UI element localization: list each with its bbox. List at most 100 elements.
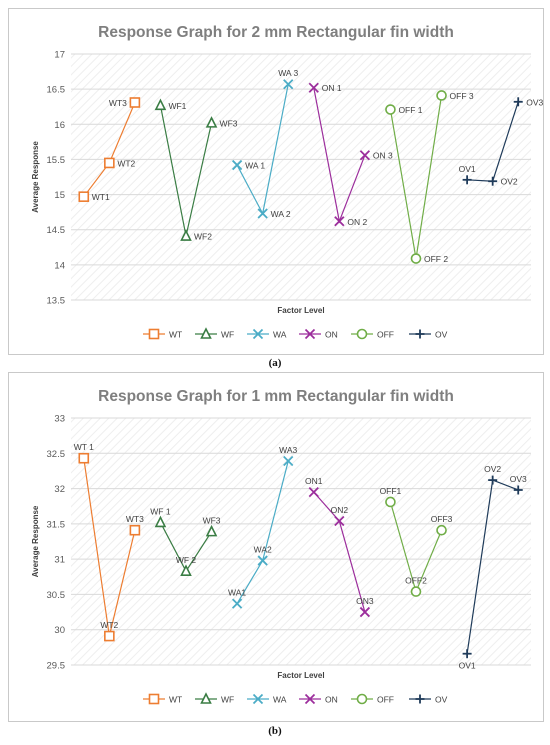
data-point (231, 598, 243, 609)
data-label: WA 1 (245, 161, 265, 171)
plot-area (71, 418, 531, 665)
legend: WT WF WA ON OFF OV (143, 327, 448, 340)
data-point (308, 486, 319, 498)
y-tick-label: 14 (54, 260, 65, 271)
legend-item-wt: WT (143, 693, 182, 705)
data-label: OFF2 (405, 576, 427, 586)
data-point (488, 475, 498, 485)
legend-marker (252, 328, 264, 340)
data-label: WT1 (92, 192, 110, 202)
data-label: OFF1 (380, 486, 402, 496)
legend-label: WT (169, 695, 182, 705)
series-wt: WT1 WT2 WT3 (78, 97, 141, 202)
legend-label: ON (325, 695, 338, 705)
data-point (513, 485, 523, 495)
data-label: WA 3 (278, 68, 298, 78)
data-point (257, 555, 268, 566)
chart-title: Response Graph for 1 mm Rectangular fin … (98, 388, 454, 405)
y-tick-label: 30 (54, 625, 65, 636)
chart-panel-b: Response Graph for 1 mm Rectangular fin … (8, 372, 544, 722)
data-label: WF3 (220, 118, 238, 128)
y-tick-label: 32.5 (47, 449, 66, 460)
data-label: WA2 (254, 545, 272, 555)
data-point (359, 150, 371, 161)
data-label: OV3 (510, 474, 527, 484)
data-label: OV2 (484, 464, 501, 474)
data-point (410, 586, 422, 597)
data-label: WA 2 (271, 209, 291, 219)
data-label: WT3 (126, 514, 144, 524)
data-point (78, 452, 90, 464)
data-label: OV1 (459, 661, 476, 671)
data-label: WF 2 (176, 555, 197, 565)
data-label: ON2 (331, 505, 349, 515)
data-label: OFF3 (431, 514, 453, 524)
legend-label: ON (325, 330, 338, 340)
legend-marker (148, 693, 160, 705)
chart-panel-a: Response Graph for 2 mm Rectangular fin … (8, 8, 544, 355)
data-label: WF3 (203, 516, 221, 526)
y-tick-label: 15.5 (47, 155, 66, 166)
data-label: WT 1 (74, 442, 94, 452)
data-label: ON 2 (347, 217, 367, 227)
data-label: WF1 (168, 101, 186, 111)
series-off: OFF1 OFF2 OFF3 (380, 486, 453, 597)
y-tick-label: 14.5 (47, 225, 66, 236)
legend-item-on: ON (299, 693, 338, 705)
series-ov: OV1 OV2 OV3 (459, 97, 543, 187)
data-label: ON1 (305, 476, 323, 486)
data-point (334, 216, 345, 227)
data-point (180, 564, 192, 576)
y-tick-label: 29.5 (47, 661, 66, 672)
y-tick-label: 32 (54, 484, 65, 495)
data-point (436, 524, 447, 536)
legend-item-on: ON (299, 328, 338, 340)
data-point (488, 176, 498, 186)
legend-item-ov: OV (409, 329, 448, 340)
caption-a: (a) (268, 357, 282, 369)
plot-area (71, 54, 531, 300)
series-on: ON 1 ON 2 ON 3 (308, 82, 393, 227)
chart-a-svg: Response Graph for 2 mm Rectangular fin … (31, 24, 543, 340)
data-point (154, 515, 167, 528)
data-label: OV1 (459, 164, 476, 174)
legend-item-wa: WA (247, 693, 287, 705)
legend-marker (304, 693, 316, 705)
data-point (180, 229, 192, 241)
series-wf: WF1 WF2 WF3 (154, 98, 238, 242)
chart-title: Response Graph for 2 mm Rectangular fin … (98, 24, 454, 41)
data-point (385, 496, 396, 508)
data-point (334, 515, 345, 527)
legend-item-ov: OV (409, 694, 448, 705)
y-tick-label: 30.5 (47, 590, 66, 601)
y-axis-label: Average Response (31, 505, 40, 577)
series-on: ON1 ON2 ON3 (305, 476, 374, 618)
data-label: OFF 2 (424, 254, 448, 264)
caption-b: (b) (268, 725, 282, 737)
data-label: WT2 (100, 620, 118, 630)
legend-marker (200, 327, 212, 339)
legend-label: WF (221, 695, 234, 705)
y-tick-label: 16.5 (47, 85, 66, 96)
legend-item-wt: WT (143, 328, 182, 340)
y-tick-label: 16 (54, 120, 65, 131)
legend-label: OV (435, 695, 448, 705)
data-label: WA1 (228, 588, 246, 598)
data-label: ON 3 (373, 151, 393, 161)
y-axis-label: Average Response (31, 141, 40, 213)
data-point (205, 524, 218, 537)
data-point (308, 82, 319, 93)
legend: WT WF WA ON OFF OV (143, 692, 448, 705)
data-point (154, 98, 167, 111)
legend-label: OV (435, 330, 448, 340)
legend-item-wf: WF (195, 327, 234, 340)
data-label: WA3 (279, 445, 297, 455)
legend-item-wa: WA (247, 328, 287, 340)
data-label: WF2 (194, 232, 212, 242)
legend-marker (356, 328, 368, 340)
legend-label: WA (273, 695, 287, 705)
data-point (410, 253, 422, 264)
series-wf: WF 1 WF 2 WF3 (150, 506, 221, 576)
legend-item-wf: WF (195, 692, 234, 705)
legend-label: WF (221, 330, 234, 340)
